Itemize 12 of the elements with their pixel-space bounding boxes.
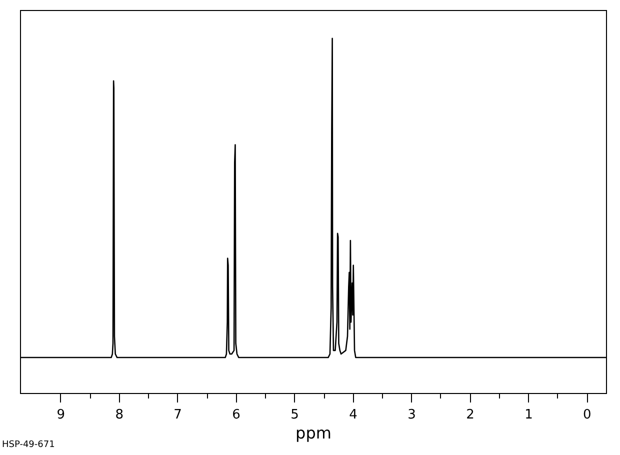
- x-tick-label: 0: [583, 408, 592, 422]
- x-tick-label: 4: [349, 408, 358, 422]
- x-axis-title: ppm: [296, 424, 332, 442]
- x-tick-label: 7: [174, 408, 182, 422]
- text: HSP-49-671: [2, 440, 55, 450]
- x-tick-label: 6: [232, 408, 240, 422]
- x-tick-label: 1: [524, 408, 533, 422]
- x-tick-label: 8: [115, 408, 124, 422]
- x-tick-label: 3: [408, 408, 416, 422]
- x-tick-label: 9: [56, 408, 65, 422]
- x-tick-label: 2: [466, 408, 474, 422]
- x-tick-label: 5: [290, 408, 299, 422]
